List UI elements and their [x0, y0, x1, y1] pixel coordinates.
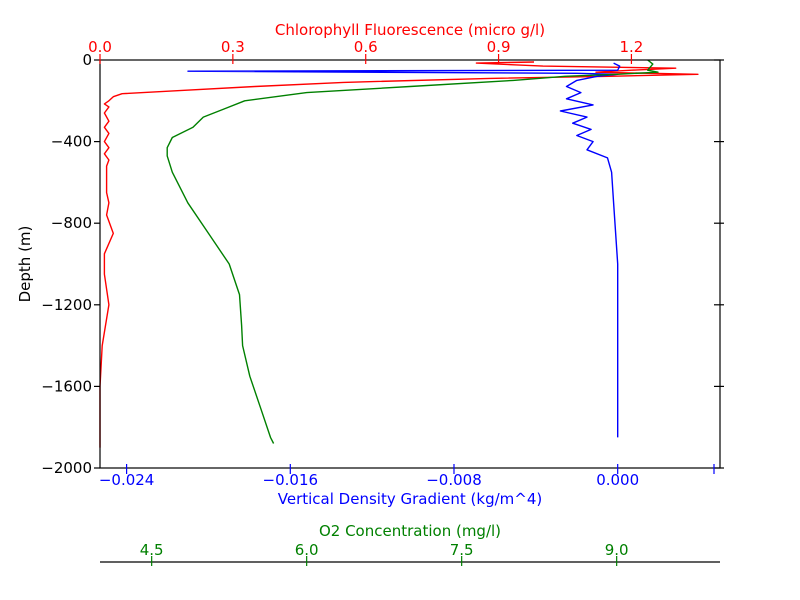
plot-frame: [99, 59, 721, 469]
series-line-o2: [166, 59, 659, 444]
series-line-chl: [99, 61, 699, 448]
x-tick-label-o2: 7.5: [450, 541, 474, 559]
y-tick-label: −2000: [41, 459, 92, 477]
x-axis-label-density: Vertical Density Gradient (kg/m^4): [278, 490, 542, 508]
y-tick-label: −1200: [41, 296, 92, 314]
x-tick-label-density: −0.008: [426, 471, 482, 489]
x-axis-label-chl: Chlorophyll Fluorescence (micro g/l): [275, 21, 545, 39]
x-tick-label-o2: 9.0: [605, 541, 629, 559]
y-axis-label: Depth (m): [16, 226, 34, 303]
x-tick-label-o2: 4.5: [140, 541, 164, 559]
series-layer: [99, 59, 699, 448]
series-line-density: [187, 62, 621, 438]
x-tick-label-chl: 0.6: [354, 38, 378, 56]
x-tick-label-chl: 0.0: [88, 38, 112, 56]
x-tick-label-chl: 1.2: [619, 38, 643, 56]
plot-border: [99, 59, 721, 469]
x-tick-label-density: −0.016: [263, 471, 319, 489]
x-tick-label-chl: 0.9: [487, 38, 511, 56]
axes-layer: −2000 −1600 −1200 −800 −400 0 Depth (m) 0.0 0.3 0…: [16, 21, 724, 566]
y-tick-label: −1600: [41, 377, 92, 395]
y-tick-label: −400: [51, 133, 92, 151]
x-tick-label-chl: 0.3: [221, 38, 245, 56]
y-tick-label: 0: [82, 51, 92, 69]
x-tick-label-o2: 6.0: [295, 541, 319, 559]
y-tick-label: −800: [51, 214, 92, 232]
x-axis-label-o2: O2 Concentration (mg/l): [319, 522, 501, 540]
x-tick-label-density: −0.024: [99, 471, 155, 489]
x-tick-label-density: 0.000: [596, 471, 639, 489]
